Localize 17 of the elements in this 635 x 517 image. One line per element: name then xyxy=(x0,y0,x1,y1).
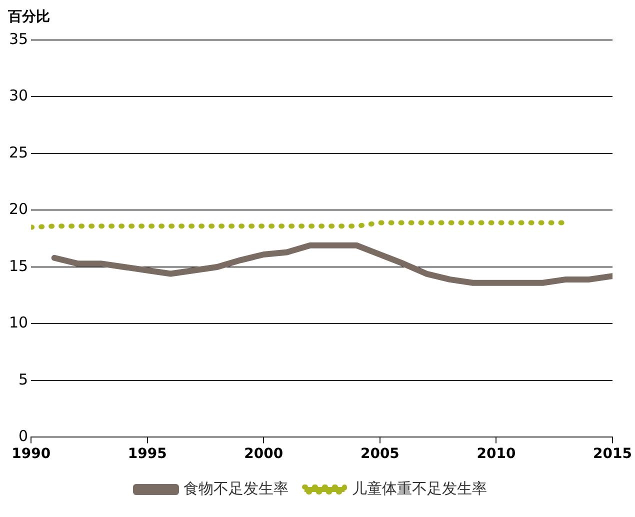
y-tick-label: 15 xyxy=(8,256,28,275)
y-tick-label: 20 xyxy=(8,200,28,218)
y-tick-label: 10 xyxy=(8,314,28,332)
y-tick-label: 5 xyxy=(18,370,28,388)
x-tick-label: 1995 xyxy=(128,446,167,462)
legend-label: 儿童体重不足发生率 xyxy=(352,479,487,498)
legend-label: 食物不足发生率 xyxy=(184,479,288,498)
y-tick-label: 35 xyxy=(8,30,28,48)
x-tick-label: 2015 xyxy=(593,446,632,462)
x-tick-label: 2005 xyxy=(360,446,400,462)
x-tick-label: 2000 xyxy=(244,446,284,462)
y-axis-title: 百分比 xyxy=(8,8,50,26)
x-tick-label: 1990 xyxy=(12,446,51,462)
x-tick-label: 2010 xyxy=(476,446,516,462)
y-tick-label: 30 xyxy=(8,86,28,105)
y-tick-label: 25 xyxy=(8,143,28,162)
y-tick-label: 0 xyxy=(18,427,28,446)
